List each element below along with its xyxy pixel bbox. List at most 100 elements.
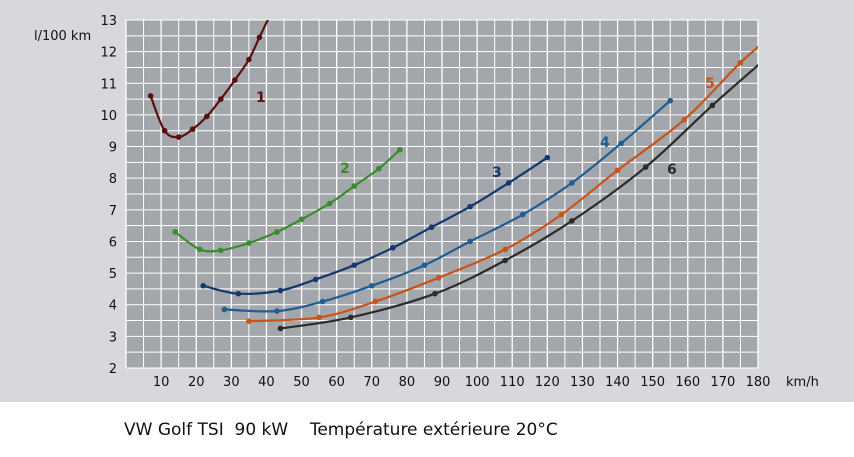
data-point: [147, 93, 154, 99]
data-point: [267, 12, 273, 18]
grid-lines: [125, 19, 759, 369]
data-point: [467, 203, 473, 210]
data-point: [390, 244, 396, 251]
x-tick-label: 90: [434, 375, 451, 390]
data-point: [347, 314, 354, 321]
series-label: 3: [492, 165, 502, 181]
y-tick-label: 13: [100, 14, 117, 29]
data-point: [667, 97, 674, 104]
x-axis-label: km/h: [786, 375, 819, 390]
tick-labels: 10 20 30 40 50 60 70 80 90 100 110 120 130 140 150 160 1…: [100, 14, 770, 390]
y-tick-label: 11: [100, 77, 117, 92]
data-point: [256, 34, 263, 41]
data-point: [196, 246, 203, 253]
y-tick-label: 4: [109, 299, 117, 314]
data-point: [189, 126, 196, 132]
data-point: [277, 325, 284, 332]
data-point: [351, 262, 358, 268]
data-point: [569, 218, 575, 224]
data-point: [316, 314, 322, 321]
series-label: 5: [705, 76, 715, 92]
series-line: [248, 45, 758, 323]
y-axis-label: l/100 km: [34, 29, 91, 44]
data-point: [544, 154, 551, 161]
series-1: [147, 12, 273, 140]
x-tick-label: 20: [188, 375, 205, 390]
x-tick-label: 110: [500, 375, 525, 390]
data-point: [435, 275, 442, 281]
data-point: [505, 180, 512, 186]
data-point: [277, 287, 284, 294]
y-tick-label: 2: [109, 362, 117, 377]
data-point: [312, 276, 319, 283]
data-point: [432, 290, 438, 297]
series-line: [280, 63, 758, 330]
data-point: [274, 229, 280, 235]
x-tick-label: 60: [328, 375, 345, 390]
data-point: [200, 282, 207, 289]
data-point: [737, 59, 744, 66]
data-point: [326, 200, 333, 207]
data-point: [769, 33, 775, 39]
data-point: [246, 318, 252, 324]
data-point: [502, 246, 509, 253]
data-point: [235, 290, 242, 297]
series-label: 1: [256, 90, 266, 106]
data-point: [519, 211, 526, 218]
series-label: 2: [340, 161, 350, 177]
data-point: [642, 164, 649, 170]
data-point: [614, 167, 621, 174]
data-point: [298, 216, 305, 223]
series-4: [221, 97, 674, 314]
data-point: [618, 140, 624, 147]
data-point: [246, 240, 252, 246]
series-group: 1 2 3 4 5 6: [147, 12, 775, 332]
series-line: [202, 156, 548, 295]
series-3: [200, 154, 551, 297]
y-tick-label: 5: [109, 267, 117, 282]
data-point: [709, 102, 716, 109]
chart-caption: VW Golf TSI 90 kW Température extérieure…: [124, 420, 558, 440]
series-line: [149, 20, 269, 139]
series-line: [224, 99, 671, 313]
data-point: [246, 56, 252, 63]
data-point: [421, 262, 428, 268]
data-point: [769, 50, 775, 56]
data-point: [351, 183, 358, 189]
data-point: [428, 224, 435, 231]
x-tick-label: 180: [746, 375, 771, 390]
data-point: [681, 116, 688, 123]
x-tick-label: 30: [223, 375, 240, 390]
data-point: [232, 77, 238, 83]
data-point: [319, 298, 326, 305]
data-point: [161, 127, 168, 134]
data-point: [376, 165, 382, 172]
x-tick-label: 10: [153, 375, 170, 390]
x-tick-label: 100: [465, 375, 490, 390]
y-tick-label: 3: [109, 330, 117, 345]
series-6: [277, 50, 775, 332]
y-tick-label: 12: [100, 46, 117, 61]
data-point: [569, 180, 575, 186]
data-point: [368, 282, 375, 289]
data-point: [218, 247, 224, 254]
x-tick-label: 120: [535, 375, 560, 390]
x-tick-label: 70: [364, 375, 381, 390]
x-tick-label: 130: [570, 375, 595, 390]
y-tick-label: 6: [109, 235, 117, 250]
data-point: [175, 134, 182, 140]
x-tick-label: 140: [605, 375, 630, 390]
data-point: [274, 308, 280, 314]
series-label: 4: [600, 135, 610, 151]
y-tick-label: 8: [109, 172, 117, 187]
y-tick-label: 10: [100, 109, 117, 124]
chart-panel: 10 20 30 40 50 60 70 80 90 100 110 120 130 140 150 160 1…: [0, 0, 854, 402]
series-label: 6: [667, 162, 677, 178]
x-tick-label: 160: [675, 375, 700, 390]
x-tick-label: 170: [710, 375, 735, 390]
data-point: [218, 96, 224, 102]
line-chart: 10 20 30 40 50 60 70 80 90 100 110 120 130 140 150 160 1…: [34, 12, 819, 390]
x-tick-label: 50: [293, 375, 310, 390]
data-point: [372, 298, 379, 305]
data-point: [467, 238, 473, 245]
